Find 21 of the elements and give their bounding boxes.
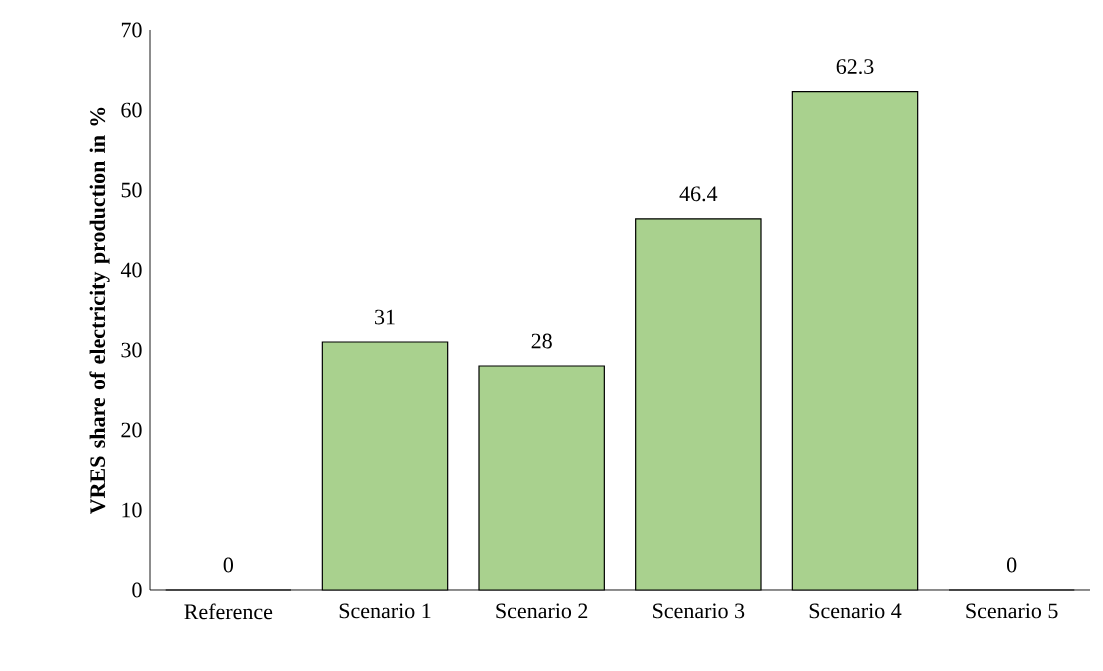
y-axis-title: VRES share of electricity production in % [89, 107, 110, 515]
y-tick-label: 70 [121, 22, 142, 38]
y-tick-label: 30 [121, 342, 142, 358]
y-tick-label: 0 [132, 582, 142, 598]
x-tick-label: Scenario 5 [966, 603, 1058, 619]
y-tick-label: 10 [122, 502, 142, 518]
data-label: 0 [1007, 557, 1017, 573]
x-tick-label: Scenario 2 [496, 603, 588, 619]
data-label: 62.3 [836, 59, 874, 75]
x-tick-label: Reference [184, 603, 273, 620]
data-label: 31 [375, 309, 395, 325]
data-label: 0 [223, 557, 233, 573]
y-tick-label: 60 [121, 102, 142, 118]
x-tick-label: Scenario 1 [339, 603, 431, 619]
y-tick-label: 20 [121, 422, 142, 438]
data-label: 46.4 [679, 186, 718, 202]
x-tick-label: Scenario 4 [809, 603, 902, 619]
y-tick-label: 40 [120, 262, 142, 278]
x-tick-label: Scenario 3 [653, 603, 745, 619]
data-label: 28 [531, 333, 552, 349]
y-tick-label: 50 [121, 182, 142, 198]
